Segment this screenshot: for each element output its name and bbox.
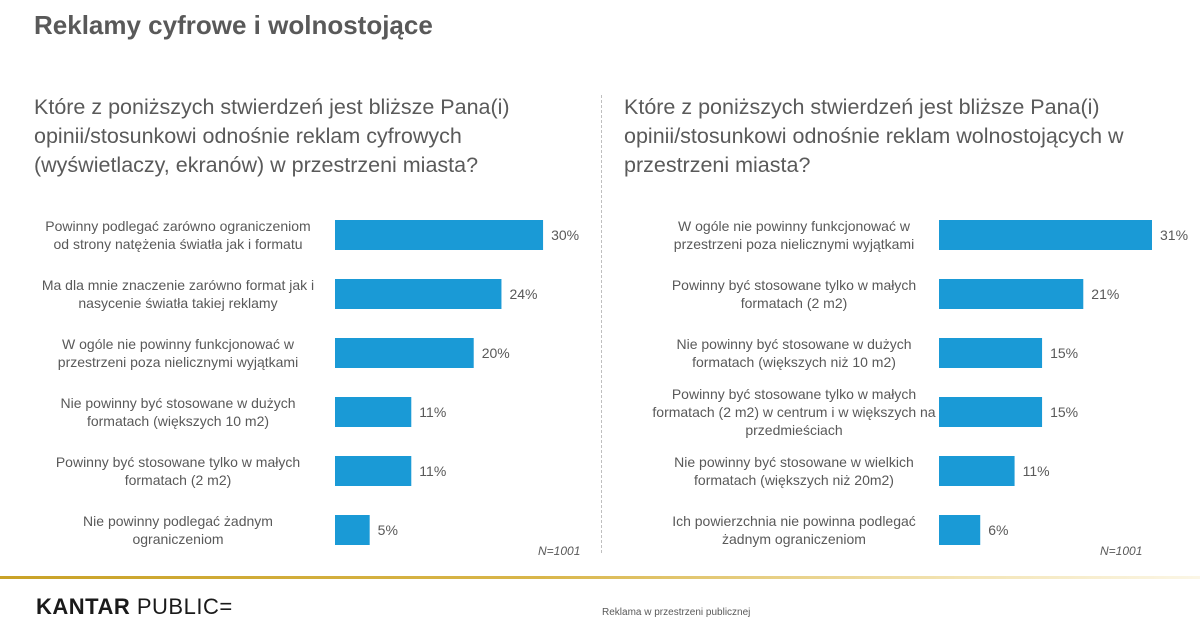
category-label-line: formatach (2 m2) w centrum i w większych… <box>652 404 935 420</box>
category-label-line: Nie powinny być stosowane w wielkich <box>674 454 914 470</box>
value-label: 11% <box>419 404 446 420</box>
category-label-line: przestrzeni poza nielicznymi wyjątkami <box>674 236 914 252</box>
category-label-line: żadnym ograniczeniom <box>722 531 866 547</box>
bar-row: Powinny być stosowane tylko w małych form… <box>56 454 446 488</box>
bar-row: Powinny być stosowane tylko w małych form… <box>652 386 1078 438</box>
category-label-line: formatach (większych 10 m2) <box>87 413 269 429</box>
category-label-line: W ogóle nie powinny funkcjonować w <box>62 336 295 352</box>
value-label: 31% <box>1160 227 1188 243</box>
bar-row: Powinny być stosowane tylko w małych form… <box>672 277 1119 311</box>
bar-row: W ogóle nie powinny funkcjonować w przest… <box>674 218 1188 252</box>
panel-divider <box>601 95 602 553</box>
category-label-line: Powinny być stosowane tylko w małych <box>672 386 916 402</box>
bar-row: Ich powierzchnia nie powinna podlegać żad… <box>672 513 1008 547</box>
footer-caption: Reklama w przestrzeni publicznej <box>602 607 751 618</box>
value-label: 21% <box>1091 286 1119 302</box>
category-label-line: formatach (większych niż 20m2) <box>694 472 894 488</box>
value-label: 15% <box>1050 345 1078 361</box>
bar-row: Powinny podlegać zarówno ograniczeniom od… <box>45 218 579 252</box>
right-chart-question: Które z poniższych stwierdzeń jest bliżs… <box>624 95 1124 177</box>
category-label-line: Ich powierzchnia nie powinna podlegać <box>672 513 916 529</box>
category-label: Powinny być stosowane tylko w małych form… <box>56 454 300 488</box>
left-bar-chart-svg: Powinny podlegać zarówno ograniczeniom od… <box>42 218 579 547</box>
category-label-line: Powinny podlegać zarówno ograniczeniom <box>45 218 310 234</box>
category-label: Nie powinny być stosowane w dużych format… <box>60 395 295 429</box>
category-label-line: Nie powinny podlegać żadnym <box>83 513 273 529</box>
left-bar-chart: Powinny podlegać zarówno ograniczeniom od… <box>0 200 600 560</box>
bar-row: Nie powinny być stosowane w dużych format… <box>676 336 1078 370</box>
category-label: Nie powinny być stosowane w wielkich form… <box>674 454 914 488</box>
category-label: Ich powierzchnia nie powinna podlegać żad… <box>672 513 916 547</box>
bar-row: Nie powinny podlegać żadnym ograniczeniom… <box>83 513 398 547</box>
value-label: 15% <box>1050 404 1078 420</box>
bar-row: W ogóle nie powinny funkcjonować w przest… <box>58 336 510 370</box>
bar-row: Nie powinny być stosowane w dużych format… <box>60 395 446 429</box>
right-bar-chart: W ogóle nie powinny funkcjonować w przest… <box>600 200 1200 560</box>
value-label: 11% <box>1023 463 1050 479</box>
category-label: Powinny podlegać zarówno ograniczeniom od… <box>45 218 310 252</box>
bar <box>335 338 474 368</box>
gold-rule <box>0 576 1200 579</box>
category-label-line: od strony natężenia światła jak i format… <box>53 236 302 252</box>
category-label: Nie powinny podlegać żadnym ograniczeniom <box>83 513 273 547</box>
category-label: Powinny być stosowane tylko w małych form… <box>672 277 916 311</box>
category-label-line: Ma dla mnie znaczenie zarówno format jak… <box>42 277 314 293</box>
bar <box>335 515 370 545</box>
bar <box>335 220 544 250</box>
slide-title: Reklamy cyfrowe i wolnostojące <box>34 10 433 40</box>
kantar-public-logo: KANTAR PUBLIC= <box>36 594 233 620</box>
bar <box>939 338 1043 368</box>
bar <box>939 397 1043 427</box>
bar <box>335 456 412 486</box>
value-label: 30% <box>551 227 579 243</box>
value-label: 24% <box>509 286 537 302</box>
bar-row: Nie powinny być stosowane w wielkich form… <box>674 454 1049 488</box>
left-sample-size: N=1001 <box>538 544 581 558</box>
value-label: 6% <box>988 522 1008 538</box>
category-label-line: Powinny być stosowane tylko w małych <box>672 277 916 293</box>
category-label: Nie powinny być stosowane w dużych format… <box>676 336 911 370</box>
category-label-line: W ogóle nie powinny funkcjonować w <box>678 218 911 234</box>
left-chart-question: Które z poniższych stwierdzeń jest bliżs… <box>34 95 510 177</box>
category-label-line: formatach (większych niż 10 m2) <box>692 354 896 370</box>
category-label-line: Nie powinny być stosowane w dużych <box>60 395 295 411</box>
category-label-line: Nie powinny być stosowane w dużych <box>676 336 911 352</box>
category-label-line: Powinny być stosowane tylko w małych <box>56 454 300 470</box>
category-label: W ogóle nie powinny funkcjonować w przest… <box>674 218 914 252</box>
category-label-line: formatach (2 m2) <box>741 295 848 311</box>
category-label-line: przedmieściach <box>745 422 842 438</box>
bar <box>335 397 412 427</box>
logo-brand: KANTAR <box>36 594 131 619</box>
bar <box>939 279 1084 309</box>
bar <box>335 279 502 309</box>
value-label: 5% <box>378 522 398 538</box>
bar <box>939 515 981 545</box>
category-label: W ogóle nie powinny funkcjonować w przest… <box>58 336 298 370</box>
right-bar-chart-svg: W ogóle nie powinny funkcjonować w przest… <box>652 218 1188 547</box>
category-label: Ma dla mnie znaczenie zarówno format jak… <box>42 277 314 311</box>
value-label: 11% <box>419 463 446 479</box>
category-label-line: ograniczeniom <box>132 531 223 547</box>
bar-row: Ma dla mnie znaczenie zarówno format jak… <box>42 277 538 311</box>
bar <box>939 220 1152 250</box>
value-label: 20% <box>482 345 510 361</box>
category-label-line: formatach (2 m2) <box>125 472 232 488</box>
bar <box>939 456 1015 486</box>
right-sample-size: N=1001 <box>1100 544 1143 558</box>
category-label-line: nasycenie światła takiej reklamy <box>78 295 277 311</box>
logo-sub: PUBLIC= <box>136 594 233 619</box>
category-label-line: przestrzeni poza nielicznymi wyjątkami <box>58 354 298 370</box>
category-label: Powinny być stosowane tylko w małych form… <box>652 386 935 438</box>
